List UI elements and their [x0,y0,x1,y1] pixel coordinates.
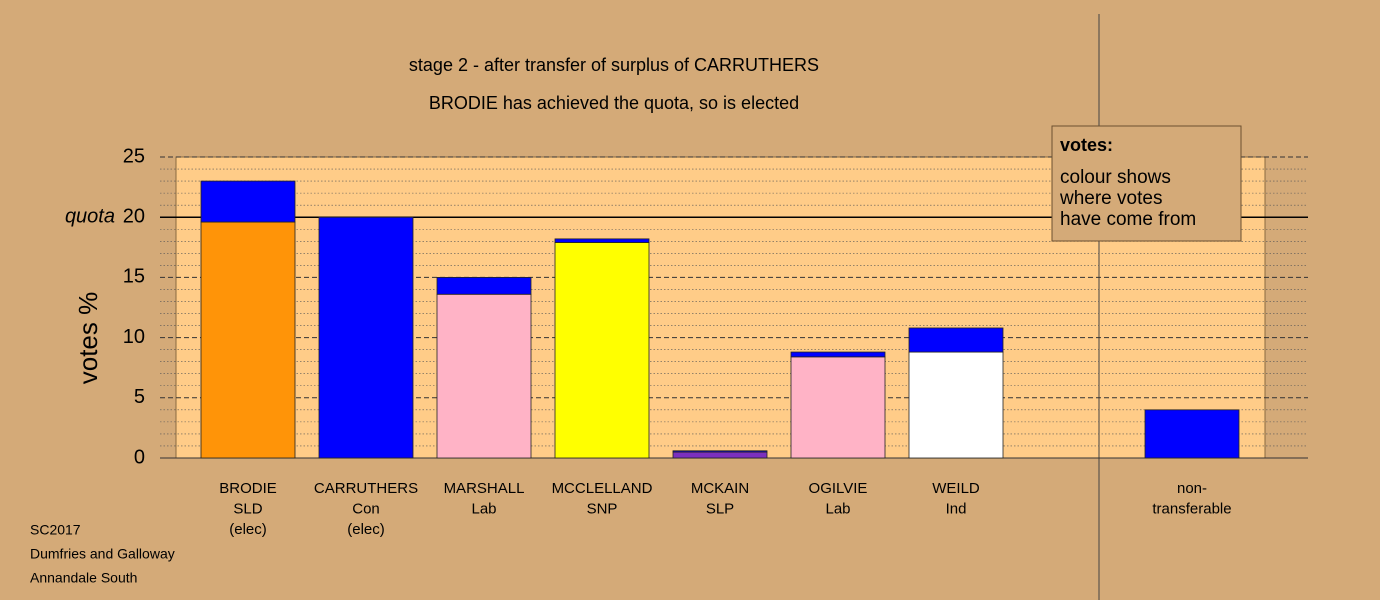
bar-segment [318,216,414,459]
y-tick-label: 0 [134,446,145,468]
bar-segment [554,238,650,243]
x-tick-label: OGILVIE [809,480,868,497]
bar-segment [200,221,296,459]
footer-text: Annandale South [30,570,137,586]
chart-subtitle: BRODIE has achieved the quota, so is ele… [429,93,799,113]
bar-segment [790,356,886,459]
x-tick-label: MCKAIN [691,480,749,497]
bar-segment [672,450,768,453]
x-tick-label: BRODIE [219,480,277,497]
x-tick-label: Lab [825,500,850,517]
plot: 0 5 10 15 20 25 quota BRODIE SLD (elec) CARRUTHERS… [65,145,1308,538]
footer-text: Dumfries and Galloway [30,546,175,562]
bar-segment [790,351,886,358]
bar-segment [908,351,1004,459]
bar-segment [1144,409,1240,459]
y-tick-label: 10 [123,326,145,348]
legend-text: colour shows [1060,167,1171,188]
chart-title: stage 2 - after transfer of surplus of C… [409,55,819,75]
x-tick-label: WEILD [932,480,980,497]
footer-text: SC2017 [30,522,81,538]
x-tick-label: Lab [471,500,496,517]
y-tick-label: 20 [123,205,145,227]
bar-segment [908,327,1004,353]
x-tick-label: SNP [587,500,618,517]
bar-segment [672,451,768,459]
y-tick-label: 5 [134,386,145,408]
quota-label: quota [65,205,115,227]
bar-segment [436,293,532,459]
legend-title: votes: [1060,135,1113,155]
legend-text: have come from [1060,209,1196,230]
y-axis-label: votes % [73,292,103,385]
x-tick-label: SLP [706,500,734,517]
bar-segment [436,276,532,295]
x-tick-label: (elec) [347,521,385,538]
x-tick-label: Ind [946,500,967,517]
x-tick-label: MCCLELLAND [552,480,653,497]
x-tick-label: (elec) [229,521,267,538]
y-tick-label: 15 [123,266,145,288]
x-tick-label: CARRUTHERS [314,480,418,497]
legend-text: where votes [1059,188,1162,209]
bar-segment [554,242,650,459]
bar-segment [200,180,296,223]
x-tick-label: non- [1177,480,1207,497]
x-tick-label: transferable [1152,500,1231,517]
x-tick-label: Con [352,500,380,517]
y-tick-label: 25 [123,145,145,167]
legend-box [1051,125,1242,242]
x-tick-label: MARSHALL [444,480,525,497]
x-tick-label: SLD [233,500,262,517]
